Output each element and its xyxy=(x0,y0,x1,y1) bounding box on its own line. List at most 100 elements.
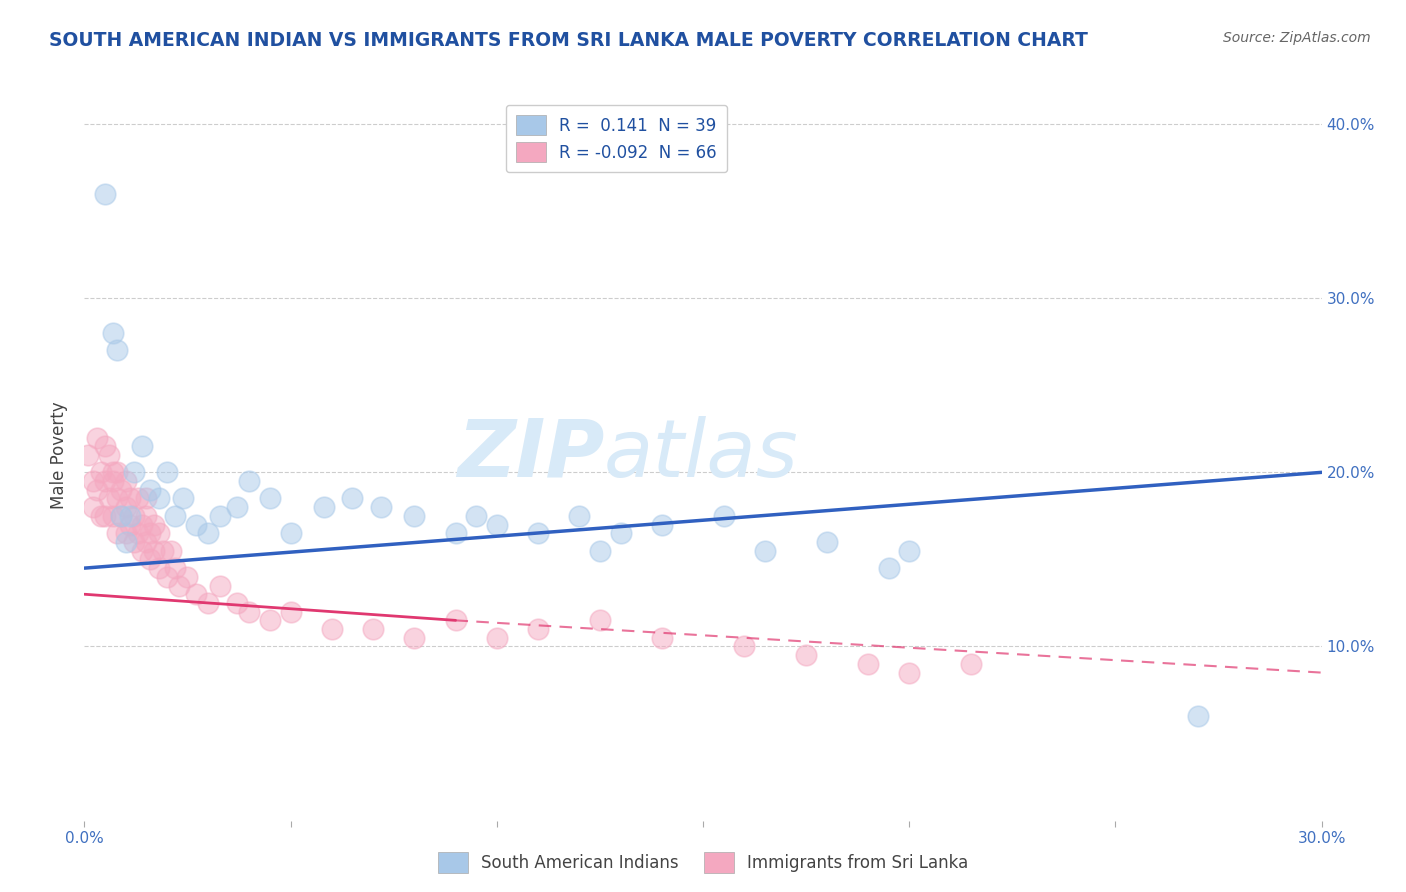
Point xyxy=(114,526,136,541)
Point xyxy=(609,526,631,541)
Point xyxy=(794,648,817,663)
Point xyxy=(118,517,141,532)
Point xyxy=(135,535,157,549)
Text: SOUTH AMERICAN INDIAN VS IMMIGRANTS FROM SRI LANKA MALE POVERTY CORRELATION CHAR: SOUTH AMERICAN INDIAN VS IMMIGRANTS FROM… xyxy=(49,31,1088,50)
Point xyxy=(547,143,569,157)
Point xyxy=(209,508,232,523)
Point xyxy=(110,508,132,523)
Point xyxy=(321,622,343,636)
Point xyxy=(280,526,302,541)
Point xyxy=(156,466,179,480)
Point xyxy=(165,561,187,575)
Point xyxy=(370,500,392,515)
Point xyxy=(90,508,112,523)
Point xyxy=(82,500,104,515)
Point xyxy=(131,517,153,532)
Point xyxy=(143,517,166,532)
Point xyxy=(160,543,183,558)
Point xyxy=(1187,709,1209,723)
Point xyxy=(127,491,149,506)
Point xyxy=(103,466,125,480)
Point xyxy=(139,526,162,541)
Point xyxy=(77,448,100,462)
Point xyxy=(815,535,838,549)
Point xyxy=(103,474,125,488)
Point xyxy=(131,543,153,558)
Point xyxy=(226,500,249,515)
Point xyxy=(485,631,508,645)
Text: ZIP: ZIP xyxy=(457,416,605,494)
Point xyxy=(148,561,170,575)
Point xyxy=(122,466,145,480)
Point xyxy=(127,526,149,541)
Point xyxy=(589,543,612,558)
Point xyxy=(568,508,591,523)
Point xyxy=(98,491,121,506)
Point xyxy=(856,657,879,671)
Point xyxy=(197,596,219,610)
Point xyxy=(152,543,174,558)
Point xyxy=(167,578,190,592)
Point xyxy=(238,474,260,488)
Point xyxy=(110,508,132,523)
Point xyxy=(589,613,612,627)
Point xyxy=(651,631,673,645)
Point xyxy=(172,491,194,506)
Point xyxy=(94,508,117,523)
Point xyxy=(148,526,170,541)
Point xyxy=(197,526,219,541)
Point xyxy=(404,631,426,645)
Point xyxy=(105,526,128,541)
Point xyxy=(165,508,187,523)
Point xyxy=(114,500,136,515)
Point xyxy=(176,570,198,584)
Point xyxy=(105,466,128,480)
Point xyxy=(90,466,112,480)
Point xyxy=(238,605,260,619)
Point xyxy=(898,543,921,558)
Point xyxy=(527,622,550,636)
Point xyxy=(103,326,125,340)
Point xyxy=(898,665,921,680)
Point xyxy=(259,613,281,627)
Point xyxy=(527,526,550,541)
Point xyxy=(135,508,157,523)
Point xyxy=(131,439,153,453)
Point xyxy=(122,508,145,523)
Y-axis label: Male Poverty: Male Poverty xyxy=(51,401,69,508)
Point xyxy=(110,483,132,497)
Point xyxy=(713,508,735,523)
Point xyxy=(148,491,170,506)
Point xyxy=(82,474,104,488)
Point xyxy=(86,483,108,497)
Point xyxy=(733,640,755,654)
Point xyxy=(114,535,136,549)
Point xyxy=(105,491,128,506)
Point xyxy=(877,561,900,575)
Point xyxy=(98,448,121,462)
Point xyxy=(118,491,141,506)
Point xyxy=(342,491,364,506)
Point xyxy=(139,552,162,566)
Point xyxy=(209,578,232,592)
Point xyxy=(485,517,508,532)
Point xyxy=(86,430,108,444)
Point xyxy=(465,508,488,523)
Point xyxy=(118,508,141,523)
Point xyxy=(280,605,302,619)
Point xyxy=(94,439,117,453)
Text: Source: ZipAtlas.com: Source: ZipAtlas.com xyxy=(1223,31,1371,45)
Point xyxy=(135,491,157,506)
Point xyxy=(105,343,128,358)
Point xyxy=(156,570,179,584)
Point xyxy=(94,474,117,488)
Point xyxy=(143,543,166,558)
Point xyxy=(444,526,467,541)
Point xyxy=(122,535,145,549)
Point xyxy=(404,508,426,523)
Point xyxy=(103,508,125,523)
Legend: R =  0.141  N = 39, R = -0.092  N = 66: R = 0.141 N = 39, R = -0.092 N = 66 xyxy=(506,105,727,172)
Point xyxy=(94,186,117,201)
Point xyxy=(139,483,162,497)
Point xyxy=(184,517,207,532)
